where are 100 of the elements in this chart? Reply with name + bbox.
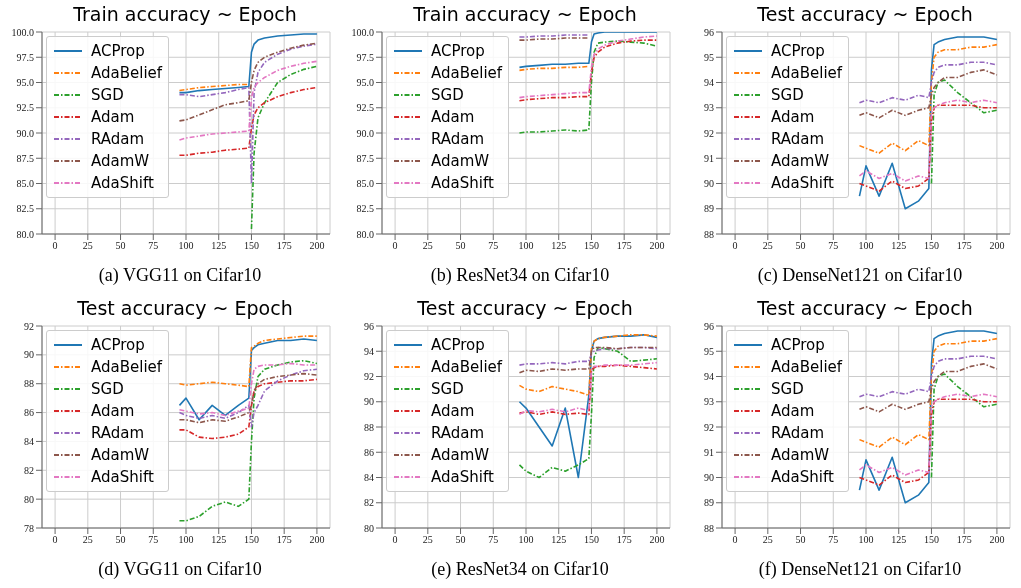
x-tick-label: 100 — [858, 534, 874, 546]
x-tick-label: 0 — [52, 534, 58, 546]
chart-title: Test accuracy ~ Epoch — [76, 296, 294, 321]
x-tick-label: 25 — [422, 534, 433, 546]
text: (a) VGG11 on Cifar10 — [98, 265, 262, 285]
y-tick-label: 100.0 — [351, 26, 374, 38]
line-series — [858, 104, 998, 192]
x-tick-label: 200 — [649, 240, 665, 252]
line-series — [930, 79, 998, 185]
legend-label: AdaBelief — [771, 358, 843, 376]
y-tick-label: 85.0 — [356, 178, 374, 190]
text: (c) DenseNet121 on Cifar10 — [757, 265, 963, 285]
line-series — [930, 373, 998, 479]
legend-label: ACProp — [431, 42, 485, 60]
line-series — [178, 378, 318, 440]
legend-label: SGD — [431, 86, 464, 104]
y-tick-label: 78 — [24, 522, 34, 534]
x-tick-label: 0 — [732, 240, 738, 252]
line-series — [518, 40, 658, 134]
x-tick-label: 25 — [82, 534, 93, 546]
y-tick-label: 95 — [704, 51, 714, 63]
legend-label: Adam — [431, 108, 475, 126]
line-series — [178, 359, 318, 522]
x-tick-label: 200 — [649, 534, 665, 546]
line-series — [858, 43, 998, 154]
y-tick-label: 90 — [364, 396, 374, 408]
x-tick-label: 75 — [488, 534, 499, 546]
x-tick-label: 100 — [858, 240, 874, 252]
y-tick-label: 96 — [704, 320, 714, 332]
line-series — [178, 335, 318, 388]
x-tick-label: 25 — [422, 240, 433, 252]
x-tick-label: 75 — [148, 240, 159, 252]
line-series — [858, 69, 998, 119]
legend-label: AdamW — [771, 152, 830, 170]
y-tick-label: 91 — [704, 446, 714, 458]
chart-title: Train accuracy ~ Epoch — [72, 2, 298, 27]
y-tick-label: 92 — [704, 421, 714, 433]
y-tick-label: 95.0 — [16, 77, 34, 89]
x-tick-label: 0 — [732, 534, 738, 546]
legend-label: RAdam — [771, 424, 825, 442]
x-tick-label: 125 — [551, 534, 567, 546]
x-tick-label: 175 — [616, 240, 632, 252]
x-tick-label: 25 — [762, 240, 773, 252]
chart-title: Train accuracy ~ Epoch — [412, 2, 638, 27]
y-tick-label: 80.0 — [16, 228, 34, 240]
line-series — [250, 65, 318, 230]
legend-label: Adam — [771, 108, 815, 126]
x-tick-label: 50 — [115, 240, 126, 252]
chart-title: Test accuracy ~ Epoch — [756, 296, 974, 321]
line-series — [178, 43, 318, 185]
line-series — [858, 355, 998, 398]
x-tick-label: 175 — [276, 240, 292, 252]
x-tick-label: 50 — [115, 534, 126, 546]
y-tick-label: 86 — [364, 446, 374, 458]
y-tick-label: 94 — [704, 371, 714, 383]
y-tick-label: 88 — [364, 421, 374, 433]
line-series — [178, 86, 318, 157]
legend-label: SGD — [771, 86, 804, 104]
line-series — [858, 61, 998, 104]
chart-title: Test accuracy ~ Epoch — [416, 296, 634, 321]
x-tick-label: 175 — [956, 240, 972, 252]
legend-label: SGD — [91, 380, 124, 398]
legend-label: ACProp — [771, 42, 825, 60]
x-tick-label: 125 — [551, 240, 567, 252]
x-tick-label: 200 — [309, 534, 325, 546]
x-tick-label: 75 — [148, 534, 159, 546]
x-tick-label: 125 — [891, 534, 907, 546]
x-tick-label: 50 — [795, 240, 806, 252]
y-tick-label: 87.5 — [16, 152, 34, 164]
x-tick-label: 50 — [795, 534, 806, 546]
text: (e) ResNet34 on Cifar10 — [431, 559, 609, 579]
x-tick-label: 75 — [488, 240, 499, 252]
y-tick-label: 84 — [364, 472, 374, 484]
x-tick-label: 100 — [518, 534, 534, 546]
line-series — [178, 362, 318, 417]
y-tick-label: 90 — [24, 349, 34, 361]
legend-label: AdaShift — [431, 174, 494, 192]
line-series — [178, 33, 318, 94]
line-series — [518, 32, 658, 69]
y-tick-label: 82.5 — [356, 203, 374, 215]
y-tick-label: 84 — [24, 435, 34, 447]
x-tick-label: 0 — [392, 534, 398, 546]
legend-label: RAdam — [91, 424, 145, 442]
line-series — [858, 337, 998, 448]
legend-label: SGD — [771, 380, 804, 398]
x-tick-label: 150 — [923, 534, 939, 546]
x-tick-label: 25 — [762, 534, 773, 546]
line-series — [178, 338, 318, 421]
y-tick-label: 87.5 — [356, 152, 374, 164]
y-tick-label: 82 — [24, 464, 34, 476]
y-tick-label: 80 — [24, 493, 34, 505]
line-series — [858, 99, 998, 182]
legend-label: AdamW — [431, 152, 490, 170]
line-series — [858, 330, 998, 504]
line-series — [518, 334, 658, 397]
legend-label: SGD — [431, 380, 464, 398]
x-tick-label: 200 — [989, 534, 1005, 546]
legend-label: AdaBelief — [91, 64, 163, 82]
x-tick-label: 150 — [583, 240, 599, 252]
y-tick-label: 90.0 — [16, 127, 34, 139]
